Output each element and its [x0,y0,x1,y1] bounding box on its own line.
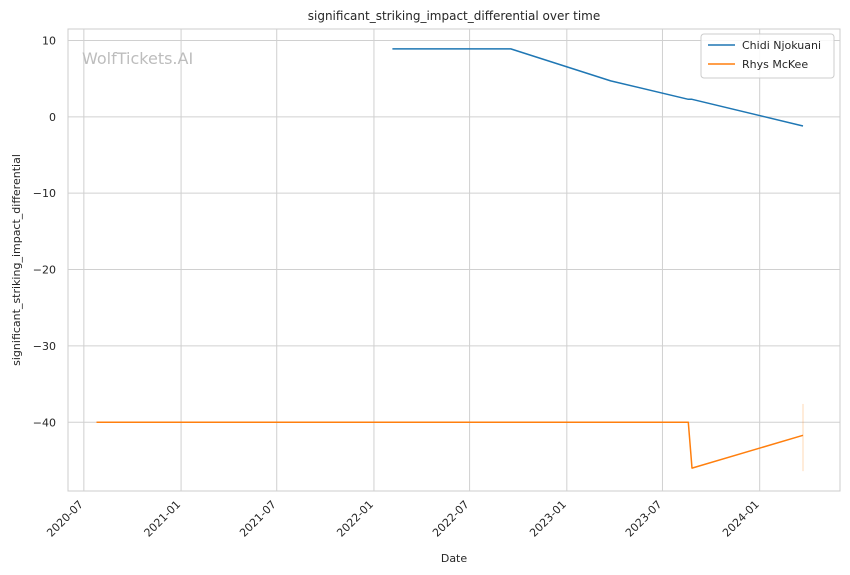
y-tick-label: −40 [33,416,56,429]
x-axis-title: Date [441,552,468,565]
series-line-1 [96,421,804,469]
plot-area [67,28,841,492]
y-tick-label: −20 [33,264,56,277]
legend: Chidi Njokuani Rhys McKee [700,33,835,79]
series-line-0 [392,48,804,127]
y-tick-label: 0 [49,111,56,124]
y-tick-label: −30 [33,340,56,353]
series-layer [96,48,804,472]
chart-title: significant_striking_impact_differential… [308,9,600,23]
y-ticks: 10 0 −10 −20 −30 −40 [33,34,56,429]
legend-label-rhys-mckee: Rhys McKee [742,58,808,71]
y-tick-label: −10 [33,187,56,200]
watermark: WolfTickets.AI [82,49,193,68]
y-axis-title: significant_striking_impact_differential [10,154,23,366]
y-tick-label: 10 [42,34,56,47]
legend-label-chidi-njokuani: Chidi Njokuani [742,39,821,52]
